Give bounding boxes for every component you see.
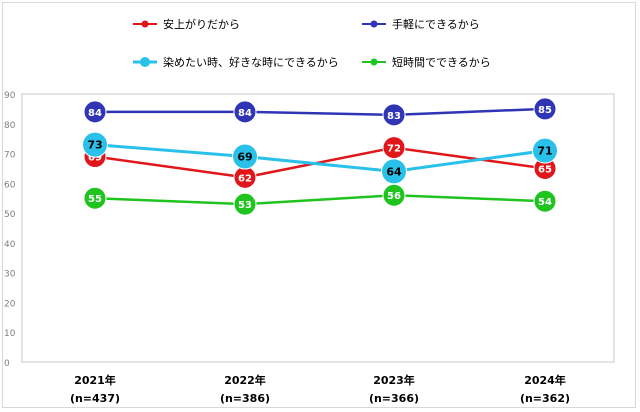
- data-point: [83, 186, 107, 210]
- data-label: 73: [87, 139, 102, 152]
- data-point: [233, 100, 257, 124]
- data-point: [233, 192, 257, 216]
- data-label: 65: [538, 164, 552, 175]
- data-point: [381, 158, 407, 185]
- x-tick-sublabel: (n=362): [520, 392, 570, 405]
- data-label: 69: [237, 151, 252, 164]
- y-tick-label: 0: [4, 359, 10, 369]
- y-tick-label: 50: [4, 210, 16, 220]
- data-label: 56: [387, 191, 401, 202]
- x-tick-label: 2021年: [74, 373, 116, 387]
- data-point: [82, 131, 108, 158]
- series-line: [94, 146, 546, 179]
- y-tick-label: 90: [4, 91, 16, 101]
- data-point: [382, 103, 406, 127]
- legend-label: 手軽にできるから: [392, 17, 480, 31]
- x-tick-label: 2024年: [524, 373, 566, 387]
- data-label: 84: [238, 108, 252, 119]
- x-tick-sublabel: (n=386): [220, 392, 270, 405]
- data-label: 62: [238, 173, 252, 184]
- y-tick-label: 80: [4, 121, 16, 131]
- x-tick-sublabel: (n=366): [369, 392, 419, 405]
- series-line: [94, 143, 546, 173]
- y-tick-label: 10: [4, 329, 16, 339]
- x-tick-label: 2022年: [224, 373, 266, 387]
- data-label: 83: [387, 111, 401, 122]
- legend-marker: [370, 58, 378, 66]
- data-point: [232, 143, 258, 170]
- y-tick-label: 60: [4, 180, 16, 190]
- legend-label: 染めたい時、好きな時にできるから: [163, 55, 339, 69]
- plot-area-border: [21, 93, 615, 363]
- data-label: 69: [88, 153, 102, 164]
- x-tick-label: 2023年: [373, 373, 415, 387]
- x-tick-sublabel: (n=437): [70, 392, 120, 405]
- y-tick-label: 70: [4, 151, 16, 161]
- data-label: 55: [88, 194, 102, 205]
- y-tick-label: 20: [4, 299, 16, 309]
- data-point: [533, 189, 557, 213]
- legend-marker: [141, 20, 149, 28]
- data-label: 71: [537, 145, 552, 158]
- data-point: [533, 97, 557, 121]
- data-label: 85: [538, 105, 552, 116]
- legend-marker: [140, 57, 150, 67]
- legend-label: 安上がりだから: [163, 17, 240, 31]
- data-label: 53: [238, 200, 252, 211]
- data-label: 72: [387, 144, 401, 155]
- data-point: [532, 137, 558, 164]
- series-line: [94, 193, 546, 206]
- legend-marker: [370, 20, 378, 28]
- y-tick-label: 30: [4, 270, 16, 280]
- y-tick-label: 40: [4, 240, 16, 250]
- series-line: [95, 107, 546, 117]
- data-label: 64: [386, 165, 402, 178]
- legend-label: 短時間でできるから: [392, 55, 491, 69]
- data-label: 54: [538, 197, 552, 208]
- data-label: 84: [88, 108, 102, 119]
- data-point: [83, 100, 107, 124]
